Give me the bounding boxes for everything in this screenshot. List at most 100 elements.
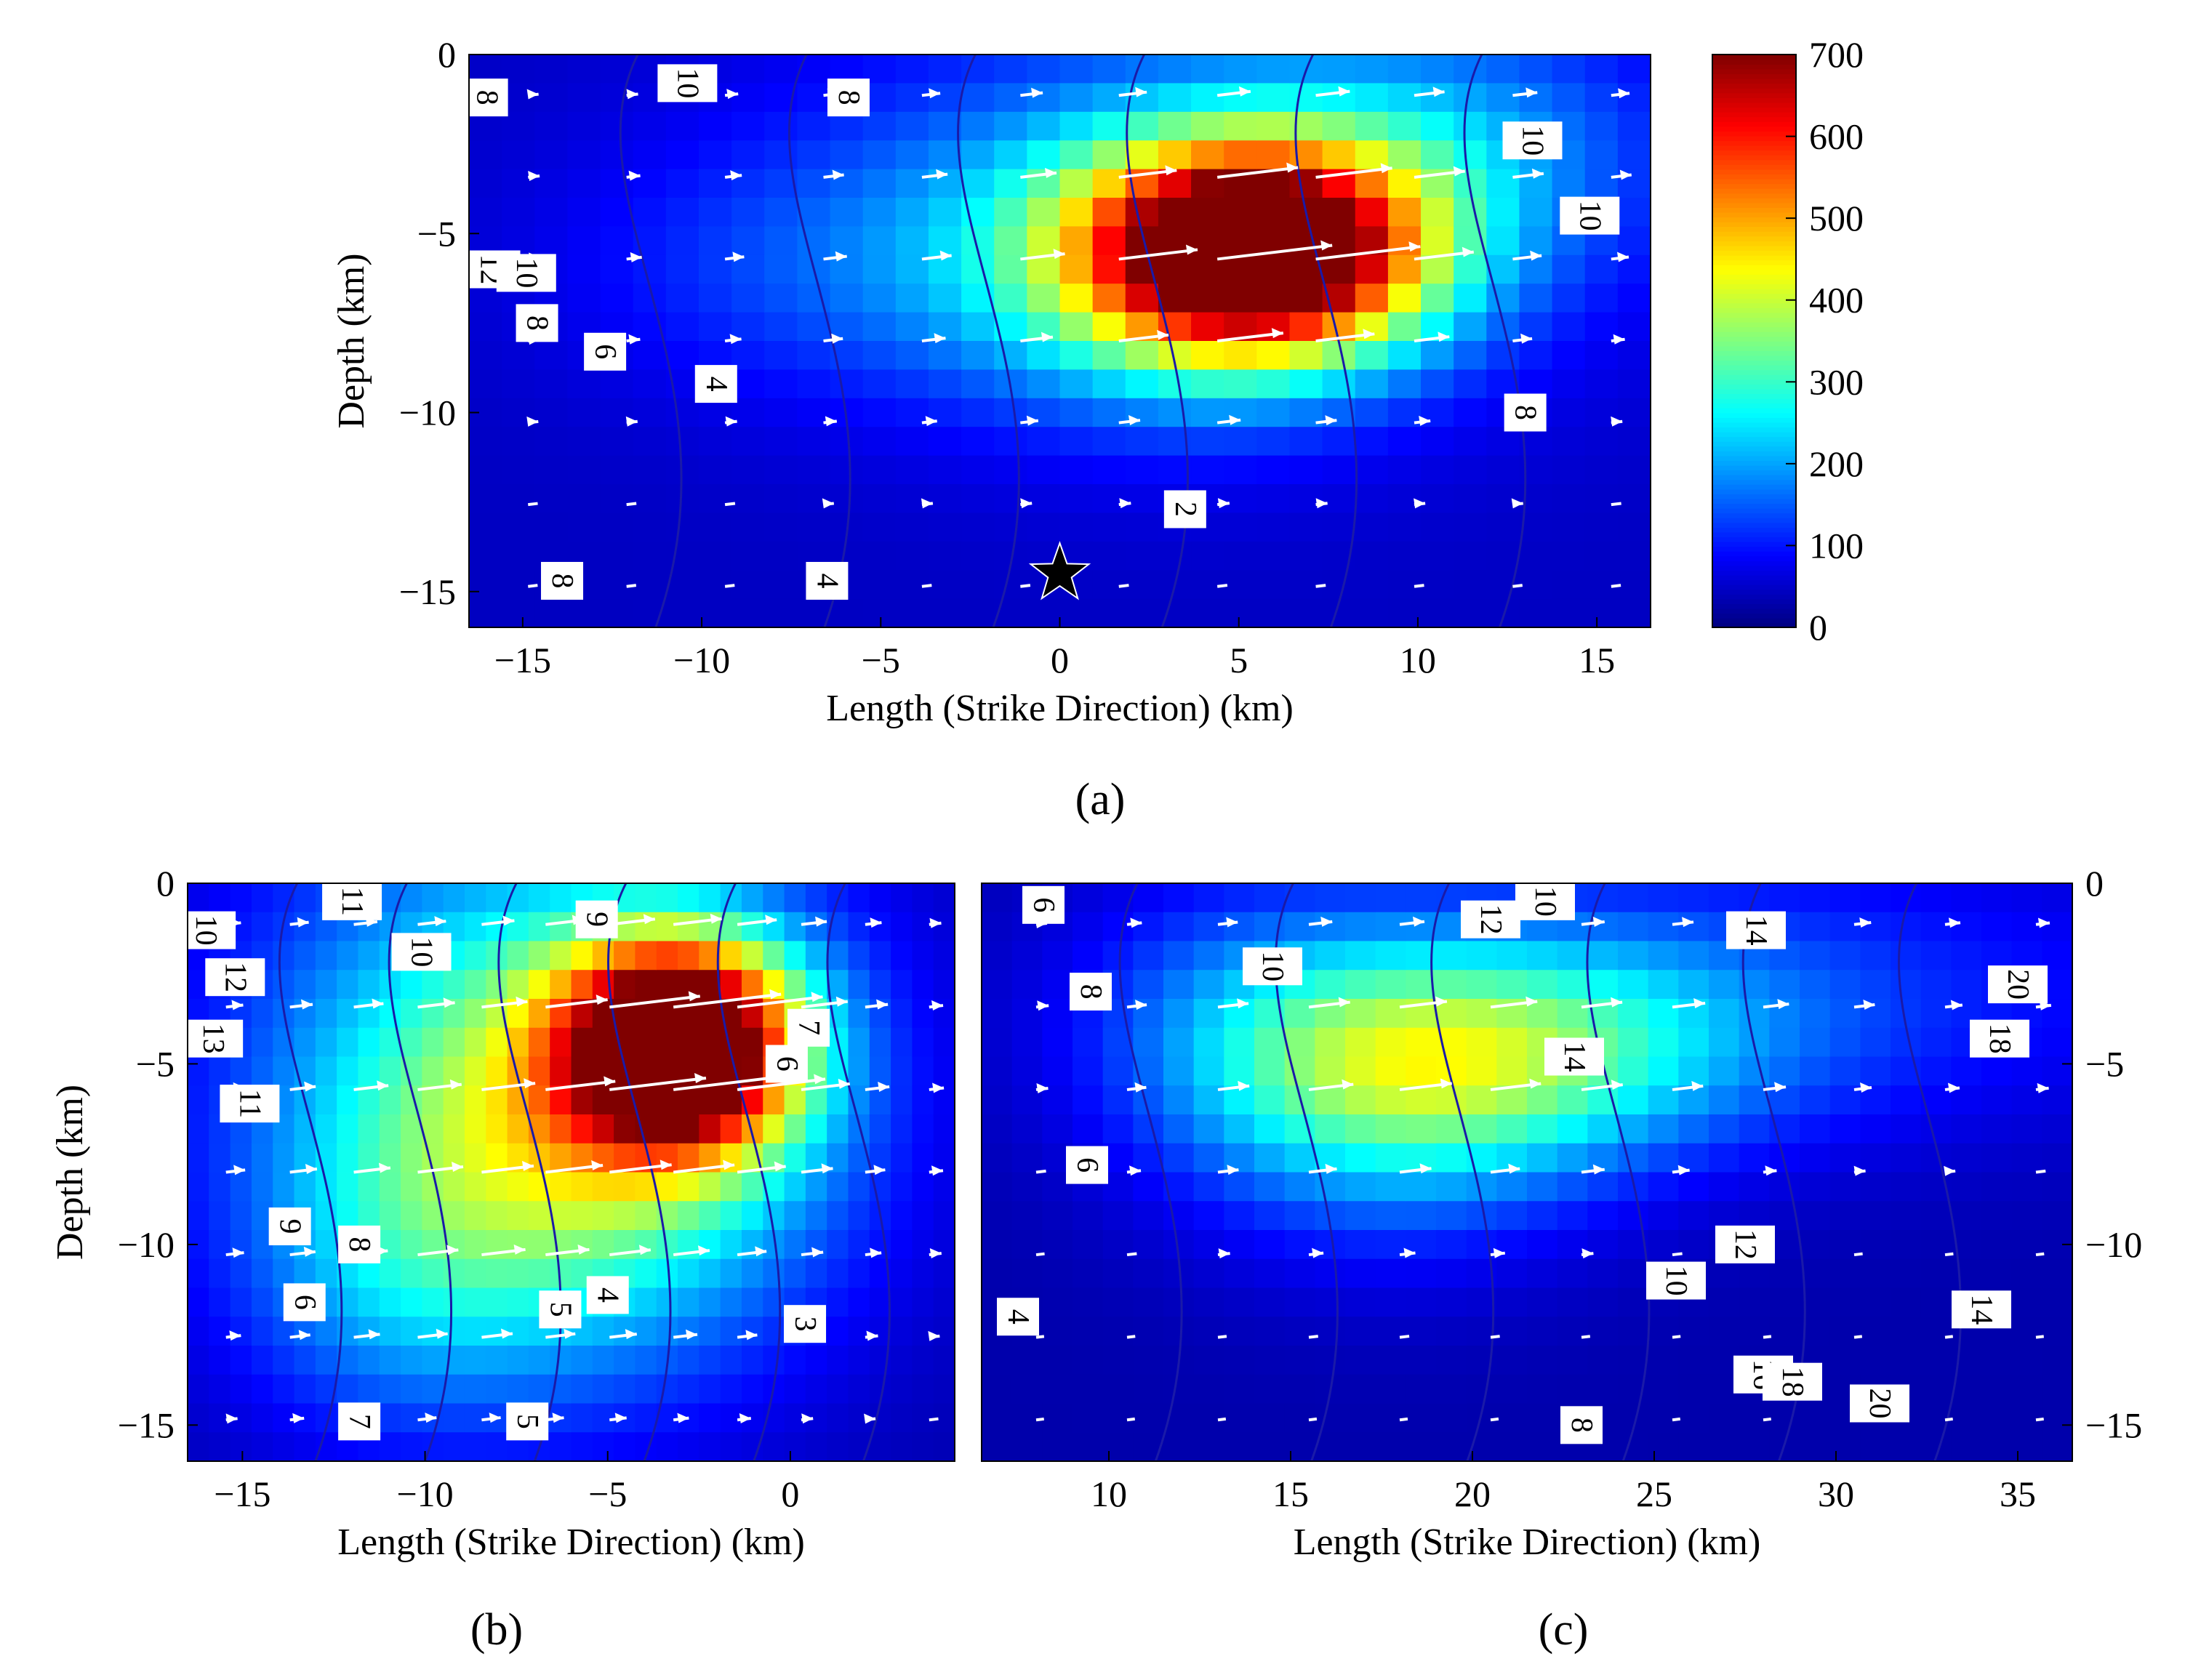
slip-vector-head xyxy=(873,1165,886,1175)
heatmap-cell xyxy=(1125,598,1159,628)
contour-label-text: 10 xyxy=(1528,886,1562,917)
heatmap-cell xyxy=(614,1056,636,1087)
slip-heatmap xyxy=(188,883,955,1462)
heatmap-cell xyxy=(1709,1317,1740,1346)
heatmap-cell xyxy=(994,111,1028,141)
heatmap-cell xyxy=(567,169,601,198)
y-ticks: 0−5−10−15 xyxy=(2062,863,2142,1445)
heatmap-cell xyxy=(1951,883,1982,913)
heatmap-cell xyxy=(699,1374,721,1404)
slip-vector-head xyxy=(1531,168,1544,179)
colorbar-segment xyxy=(1712,236,1796,241)
colorbar-segment xyxy=(1712,470,1796,475)
heatmap-cell xyxy=(1466,1114,1498,1144)
heatmap-cell xyxy=(699,1027,721,1058)
heatmap-cell xyxy=(273,1056,295,1087)
colorbar-segment xyxy=(1712,527,1796,533)
heatmap-cell xyxy=(699,1085,721,1115)
colorbar-segment xyxy=(1712,288,1796,294)
heatmap-cell xyxy=(614,1172,636,1202)
heatmap-cell xyxy=(1224,1172,1255,1202)
heatmap-cell xyxy=(1739,1287,1771,1318)
heatmap-cell xyxy=(982,883,1013,913)
contour-label-text: 12 xyxy=(1728,1229,1762,1260)
slip-vector-head xyxy=(1408,241,1421,252)
heatmap-cell xyxy=(1289,111,1323,141)
heatmap-cell xyxy=(1355,83,1389,113)
heatmap-cell xyxy=(784,941,806,971)
slip-vector-head xyxy=(1412,916,1424,927)
heatmap-cell xyxy=(1284,1027,1316,1058)
slip-vector-head xyxy=(925,416,937,427)
heatmap-cell xyxy=(592,1432,614,1462)
heatmap-cell xyxy=(1552,83,1586,113)
heatmap-cell xyxy=(1193,1287,1225,1318)
contour-label: 8 xyxy=(338,1225,381,1263)
heatmap-cell xyxy=(1436,1143,1467,1173)
colorbar-segment xyxy=(1712,374,1796,380)
heatmap-cell xyxy=(1059,598,1094,628)
heatmap-cell xyxy=(1284,1287,1316,1318)
contour-label: 5 xyxy=(506,1402,549,1441)
slip-vector-head xyxy=(638,1245,651,1255)
slip-vector-head xyxy=(864,1413,876,1424)
heatmap-cell xyxy=(1618,1287,1649,1318)
slip-vector-head xyxy=(1440,1078,1452,1089)
heatmap-cell xyxy=(698,455,732,485)
heatmap-cell xyxy=(895,169,929,198)
contour-label: 4 xyxy=(806,561,849,600)
heatmap-cell xyxy=(1617,513,1651,542)
slip-vector xyxy=(1216,166,1299,179)
heatmap-cell xyxy=(1951,1172,1982,1202)
slip-vector xyxy=(1126,1252,1137,1257)
heatmap-cell xyxy=(848,1287,870,1318)
heatmap-cell xyxy=(635,1287,657,1318)
heatmap-cell xyxy=(1406,1403,1437,1434)
heatmap-cell xyxy=(797,513,831,542)
heatmap-cell xyxy=(379,1201,401,1231)
slip-vector-head xyxy=(1462,246,1474,257)
heatmap-cell xyxy=(848,1346,870,1375)
slip-vector-head xyxy=(1271,328,1283,339)
heatmap-cell xyxy=(1648,883,1680,913)
heatmap-cell xyxy=(741,1432,764,1462)
slip-vector-head xyxy=(434,916,446,927)
heatmap-cell xyxy=(486,1027,508,1058)
contour-label-box xyxy=(465,79,508,117)
heatmap-cell xyxy=(528,1056,550,1087)
heatmap-cell xyxy=(633,513,667,542)
x-tick-label: −10 xyxy=(673,640,730,680)
heatmap-cell xyxy=(848,1432,870,1462)
heatmap-cell xyxy=(1158,198,1192,228)
heatmap-cell xyxy=(1092,198,1126,228)
slip-vector-head xyxy=(1315,498,1328,509)
slip-vector xyxy=(626,502,637,507)
colorbar-segment xyxy=(1712,312,1796,318)
heatmap-cell xyxy=(848,1317,870,1346)
heatmap-cell xyxy=(720,1201,742,1231)
y-tick-label: −10 xyxy=(118,1224,175,1265)
contour-labels: 6101214108201814612101441618208 xyxy=(997,882,2048,1444)
heatmap-cell xyxy=(1163,1287,1195,1318)
heatmap-cell xyxy=(827,1432,849,1462)
heatmap-cell xyxy=(358,941,380,971)
heatmap-cell xyxy=(1860,883,1891,913)
heatmap-cell xyxy=(862,484,897,514)
heatmap-cell xyxy=(502,111,536,141)
heatmap-cell xyxy=(1421,455,1454,485)
heatmap-cell xyxy=(358,1172,380,1202)
heatmap-cell xyxy=(895,83,929,113)
heatmap-cell xyxy=(797,140,831,170)
heatmap-cell xyxy=(469,341,502,371)
contour-label: 4 xyxy=(586,1276,629,1314)
heatmap-cell xyxy=(1920,1114,1952,1144)
heatmap-cell xyxy=(469,140,502,170)
heatmap-cell xyxy=(784,1143,806,1173)
heatmap-cell xyxy=(764,226,798,256)
heatmap-cell xyxy=(2042,1085,2073,1115)
x-tick-label: 25 xyxy=(1636,1474,1672,1514)
slip-vector-head xyxy=(1863,999,1875,1010)
contour-label-text: 11 xyxy=(233,1089,266,1118)
contour-label-box xyxy=(584,332,627,371)
slip-vector-head xyxy=(801,1413,814,1424)
